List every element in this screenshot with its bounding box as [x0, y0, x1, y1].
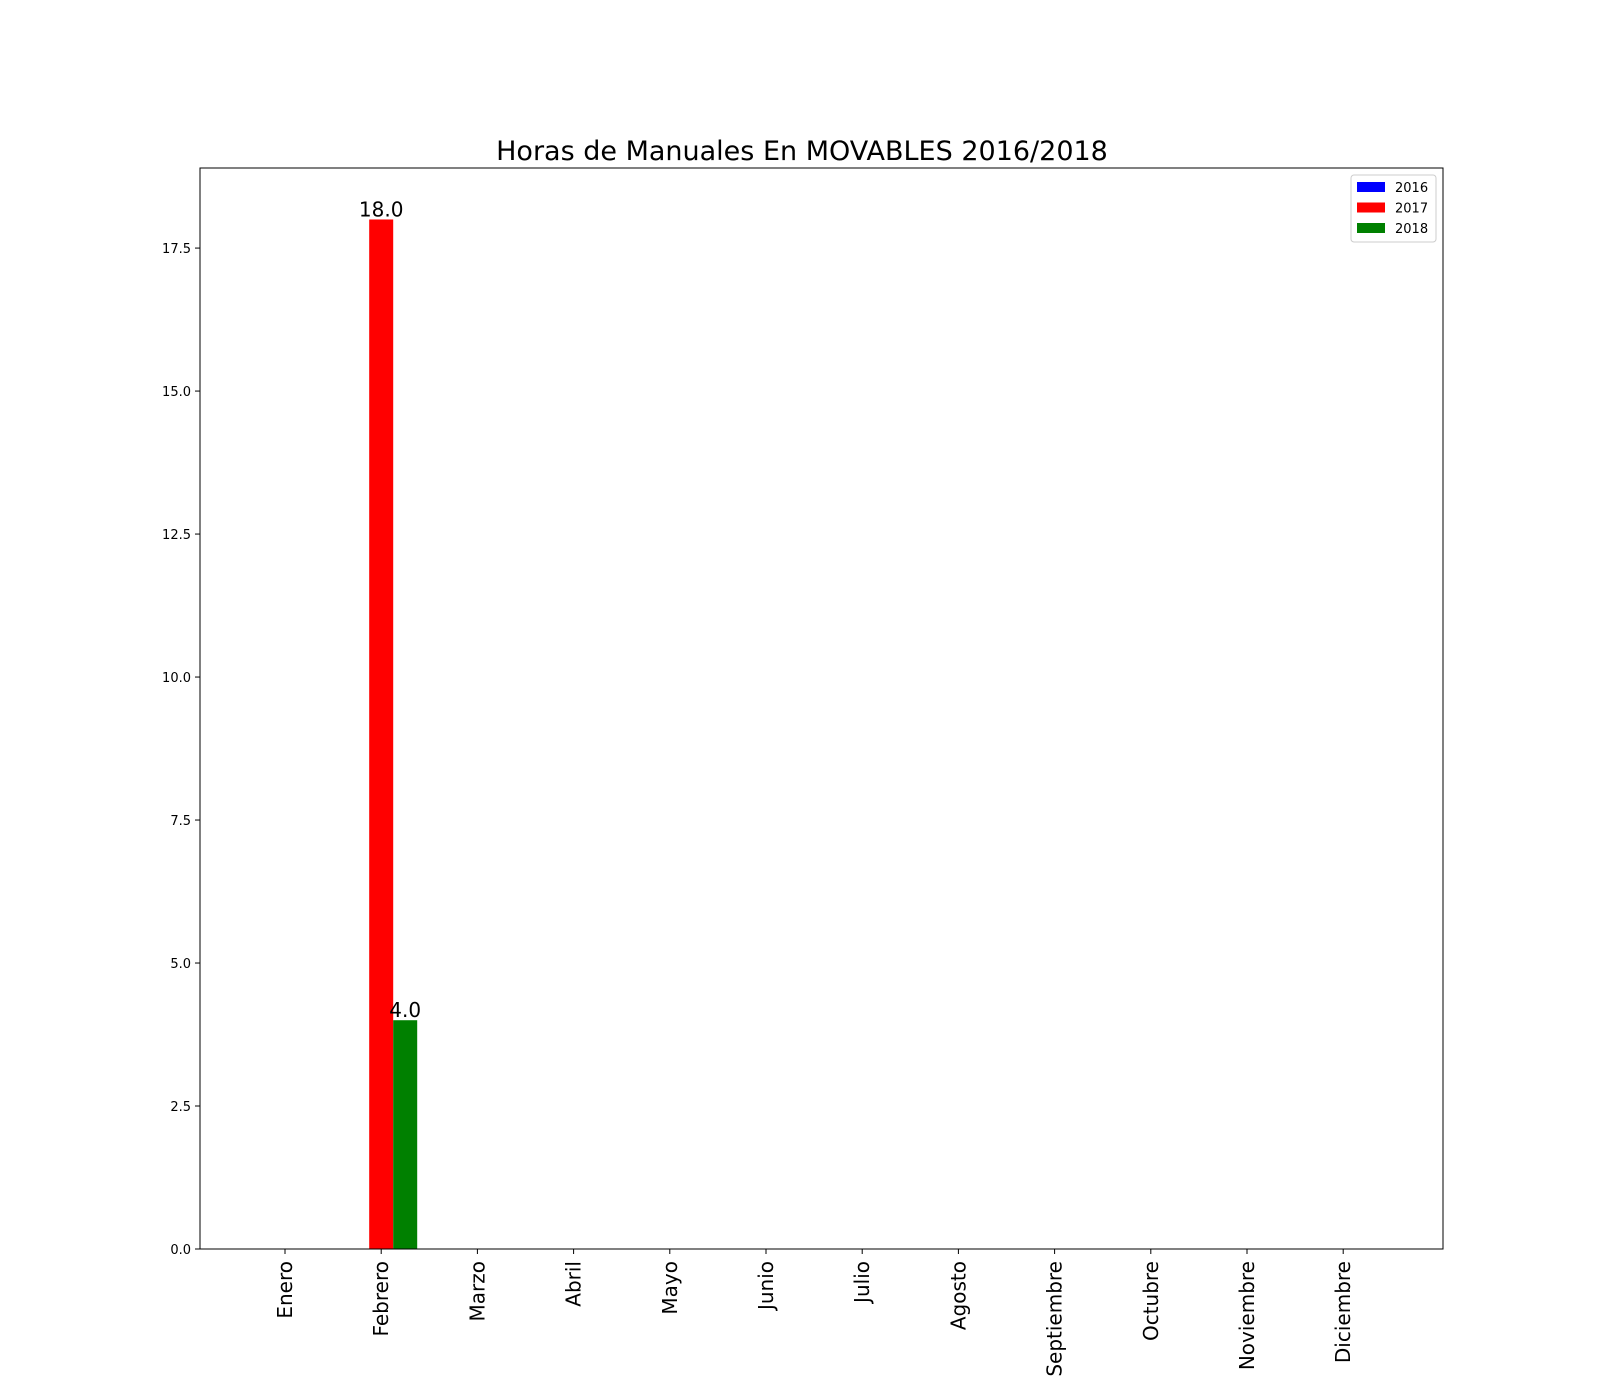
x-tick-label: Marzo — [465, 1261, 489, 1321]
bar-series-group — [369, 219, 418, 1249]
bar-2018-febrero — [393, 1020, 418, 1249]
x-tick-label: Diciembre — [1331, 1261, 1355, 1363]
x-axis: Enero Febrero Marzo Abril Mayo Junio Julio Agos… — [273, 1249, 1355, 1377]
x-tick-label: Agosto — [946, 1261, 970, 1330]
y-tick-label: 12.5 — [162, 528, 191, 543]
legend-swatch-2017 — [1357, 202, 1385, 213]
y-tick-label: 15.0 — [162, 385, 191, 400]
data-label: 18.0 — [359, 197, 404, 221]
x-tick-label: Septiembre — [1043, 1261, 1067, 1377]
plot-area-frame — [199, 167, 1444, 1250]
y-tick-label: 17.5 — [162, 242, 191, 257]
y-tick-label: 0.0 — [170, 1243, 191, 1258]
y-tick-label: 5.0 — [170, 957, 191, 972]
legend: 2016 2017 2018 — [1350, 174, 1437, 243]
chart-title: Horas de Manuales En MOVABLES 2016/2018 — [496, 136, 1108, 167]
x-tick-label: Mayo — [658, 1261, 682, 1315]
data-labels: 18.0 4.0 — [359, 197, 421, 1022]
legend-label: 2018 — [1395, 222, 1428, 237]
y-tick-label: 10.0 — [162, 671, 191, 686]
x-tick-label: Octubre — [1139, 1261, 1163, 1341]
x-tick-label: Enero — [273, 1261, 297, 1319]
legend-swatch-2016 — [1357, 182, 1385, 192]
x-tick-label: Julio — [850, 1261, 874, 1305]
x-tick-label: Junio — [754, 1261, 778, 1312]
legend-label: 2016 — [1395, 181, 1428, 196]
data-label: 4.0 — [389, 998, 421, 1022]
y-tick-label: 7.5 — [170, 814, 191, 829]
x-tick-label: Abril — [562, 1261, 586, 1307]
legend-swatch-2018 — [1357, 223, 1385, 233]
legend-label: 2017 — [1395, 202, 1428, 217]
bar-2017-febrero — [369, 219, 394, 1249]
y-tick-label: 2.5 — [170, 1100, 191, 1115]
x-tick-label: Noviembre — [1235, 1261, 1259, 1370]
x-tick-label: Febrero — [369, 1261, 393, 1337]
y-axis: 0.0 2.5 5.0 7.5 10.0 12.5 15.0 17.5 — [162, 242, 200, 1258]
